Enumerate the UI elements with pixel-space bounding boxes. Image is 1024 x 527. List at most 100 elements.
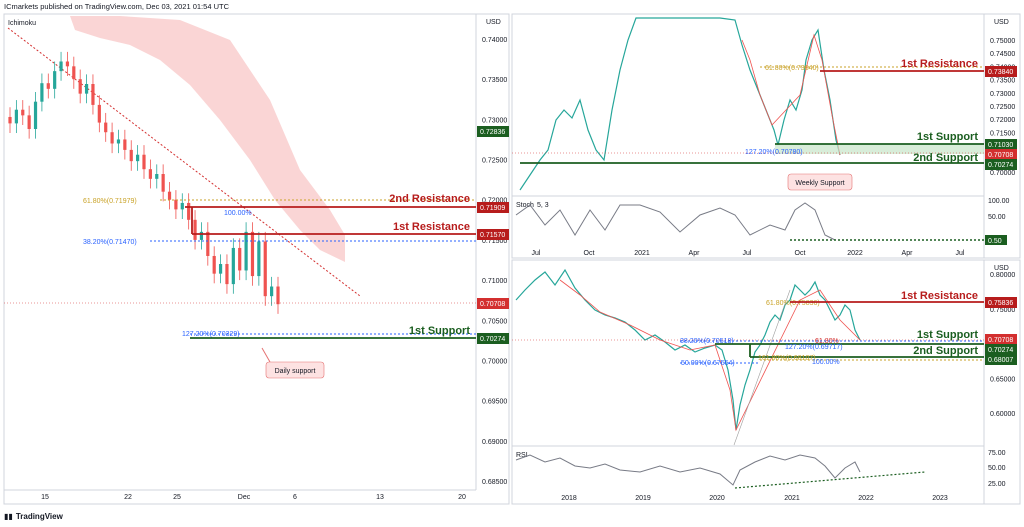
weekly-1st-resistance-label: 1st Resistance [901,58,978,70]
monthly-date-4: 2022 [858,495,874,502]
daily-candle-body [206,231,210,256]
daily-2nd-resistance-label: 2nd Resistance [389,193,470,205]
daily-candle-body [110,132,114,144]
weekly-support-zone [775,144,984,154]
weekly-chart: USD 61.80%(0.73840) 1st Resistance 1st S… [512,17,1017,257]
daily-candle-body [40,83,44,102]
weekly-price-tick: 0.73000 [990,91,1015,98]
daily-candle-body [212,255,216,274]
monthly-date-5: 2023 [932,495,948,502]
monthly-date-1: 2019 [635,495,651,502]
daily-price-tick: 0.71500 [482,238,507,245]
monthly-date-3: 2021 [784,495,800,502]
monthly-price-path-red [559,279,861,432]
daily-price-tick: 0.73000 [482,117,507,124]
daily-fib-6180-label: 61.80%(0.71979) [83,198,137,205]
monthly-diag [733,289,791,446]
ichimoku-label: Ichimoku [8,20,36,27]
daily-price-tag-bg [477,298,509,309]
monthly-osc-name: RSI [516,452,528,459]
monthly-rsi-line [515,454,861,486]
daily-candle-body [218,264,223,274]
daily-support-note: Daily support [275,368,316,375]
monthly-fib-1618-label: 161.80%(0.68107) [758,355,816,362]
monthly-fib-6180-label: 61.80%(0.75836) [766,300,820,307]
monthly-price-tick: 0.60000 [990,411,1015,418]
daily-candles [8,51,280,314]
monthly-fib-5000-label: 50.00%(0.67554) [681,360,735,367]
daily-candle-body [225,264,229,285]
weekly-price-path [519,17,841,191]
daily-candle-body [136,154,140,162]
weekly-price-tick: 0.73500 [990,78,1015,85]
daily-price-tick: 0.70500 [482,318,507,325]
daily-candle-body [84,84,89,94]
daily-candle-body [167,191,172,200]
daily-candle-body [148,169,152,179]
daily-price-axis: 0.74000 0.73500 0.73000 0.72500 0.72000 0.715… [482,37,507,486]
monthly-price-tag-bg [985,334,1017,345]
daily-candle-body [180,202,184,210]
weekly-date-5: Oct [795,250,806,257]
daily-candle-body [142,154,146,170]
daily-support-note-box [265,361,325,379]
daily-candle-body [53,71,57,89]
daily-1st-support-label: 1st Support [409,325,470,337]
monthly-price-path [515,268,861,431]
weekly-fib-6180-label: 61.80%(0.73840) [765,65,819,72]
daily-support-tag-bg [477,333,509,344]
daily-candle-body [21,109,25,116]
weekly-price-tag-bg [985,149,1017,160]
daily-date-1: 22 [124,494,132,501]
monthly-res-tag-bg [985,297,1017,308]
weekly-price-tag: 0.70708 [988,152,1013,159]
weekly-1st-support-label: 1st Support [917,131,978,143]
weekly-note: Weekly Support [795,180,844,187]
monthly-currency: USD [994,265,1009,272]
publisher-header: ICmarkets published on TradingView.com, … [4,2,229,11]
daily-price-tick: 0.72000 [482,198,507,205]
daily-candle-body [244,231,248,271]
daily-price-tick: 0.72500 [482,158,507,165]
daily-price-tag: 0.70708 [480,301,505,308]
daily-currency: USD [486,19,501,26]
weekly-date-4: Jul [743,250,752,257]
monthly-osc-tick-2: 25.00 [988,481,1006,488]
daily-candle-body [72,66,76,80]
weekly-2nd-support-label: 2nd Support [913,152,978,164]
daily-candle-body [27,115,31,130]
monthly-fib-100-label: 100.00% [812,359,840,366]
weekly-res-tag: 0.73840 [988,69,1013,76]
weekly-s1-tag: 0.71030 [988,142,1013,149]
weekly-osc-tag: 0.50 [988,238,1002,245]
daily-candle-body [59,61,63,72]
monthly-price-tick: 0.80000 [990,272,1015,279]
daily-fib-1272-label: 127.20%(0.70329) [182,331,240,338]
weekly-price-tick: 0.72500 [990,104,1015,111]
weekly-price-tick: 0.74500 [990,51,1015,58]
daily-2nd-res-tag-bg [477,202,509,213]
daily-price-tick: 0.69500 [482,399,507,406]
daily-candle-body [8,116,12,124]
daily-upper-tag: 0.72836 [480,129,505,136]
daily-chart: Ichimoku USD 61.80%(0.71979) 2nd Resista… [4,16,509,501]
weekly-price-tick: 0.72000 [990,117,1015,124]
brand-label[interactable]: TradingView [15,512,63,521]
weekly-panel-border [511,13,1021,259]
daily-candle-body [104,122,108,133]
weekly-date-3: Apr [689,250,701,257]
daily-candle-body [199,231,204,240]
daily-1st-res-tag: 0.71570 [480,232,505,239]
daily-2nd-res-tag: 0.71909 [480,205,505,212]
weekly-stoch-line [515,202,836,241]
monthly-res-tag: 0.75836 [988,300,1013,307]
daily-candle-body [33,101,38,130]
weekly-date-1: Oct [584,250,595,257]
daily-date-4: 6 [293,494,297,501]
daily-price-tick: 0.68500 [482,479,507,486]
monthly-1st-support-label: 1st Support [917,329,978,341]
daily-candle-body [257,241,261,277]
daily-candle-body [238,247,242,271]
tradingview-logo-icon: ▮▮ [4,512,13,521]
weekly-osc-tag-bg [985,235,1007,245]
